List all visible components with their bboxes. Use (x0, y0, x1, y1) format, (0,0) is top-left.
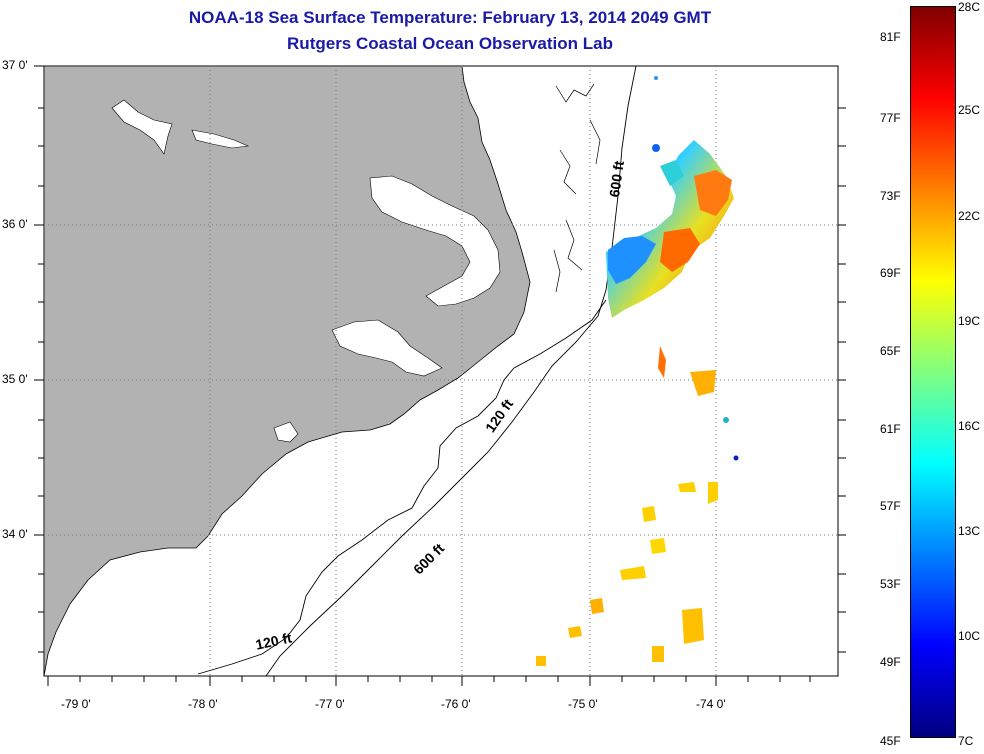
colorbar-f-81: 81F (880, 30, 901, 44)
lon-label-75: -75 0' (568, 697, 598, 711)
colorbar-f-73: 73F (880, 189, 901, 203)
lat-label-34: 34 0' (2, 527, 28, 541)
colorbar-f-61: 61F (880, 422, 901, 436)
lon-label-78: -78 0' (188, 697, 218, 711)
colorbar-c-19: 19C (958, 314, 981, 328)
lat-label-35: 35 0' (2, 372, 28, 386)
colorbar-c-22: 22C (958, 209, 981, 223)
axis-ticks (34, 65, 846, 686)
coastline-fragments (553, 83, 601, 293)
lat-label-37: 37 0' (2, 58, 28, 72)
colorbar-gradient (910, 6, 956, 738)
temperature-colorbar (910, 6, 956, 738)
sst-map (34, 65, 846, 686)
colorbar-c-13: 13C (958, 524, 981, 538)
lon-label-77: -77 0' (315, 697, 345, 711)
map-title: NOAA-18 Sea Surface Temperature: Februar… (188, 8, 712, 27)
lon-label-79: -79 0' (61, 697, 91, 711)
colorbar-f-65: 65F (880, 344, 901, 358)
lat-label-36: 36 0' (2, 217, 28, 231)
lon-label-74: -74 0' (696, 697, 726, 711)
colorbar-c-16: 16C (958, 419, 981, 433)
colorbar-c-7: 7C (958, 734, 974, 748)
colorbar-f-49: 49F (880, 655, 901, 669)
sounds (111, 99, 501, 443)
colorbar-f-53: 53F (880, 577, 901, 591)
graticule (44, 66, 838, 676)
colorbar-f-69: 69F (880, 266, 901, 280)
colorbar-f-77: 77F (880, 111, 901, 125)
colorbar-f-57: 57F (880, 499, 901, 513)
colorbar-f-45: 45F (880, 734, 901, 748)
map-subtitle: Rutgers Coastal Ocean Observation Lab (287, 34, 613, 53)
colorbar-c-10: 10C (958, 629, 981, 643)
colorbar-c-28: 28C (958, 0, 981, 14)
lon-label-76: -76 0' (441, 697, 471, 711)
isobaths (197, 65, 637, 677)
colorbar-c-25: 25C (958, 103, 981, 117)
sst-patches (536, 76, 739, 666)
